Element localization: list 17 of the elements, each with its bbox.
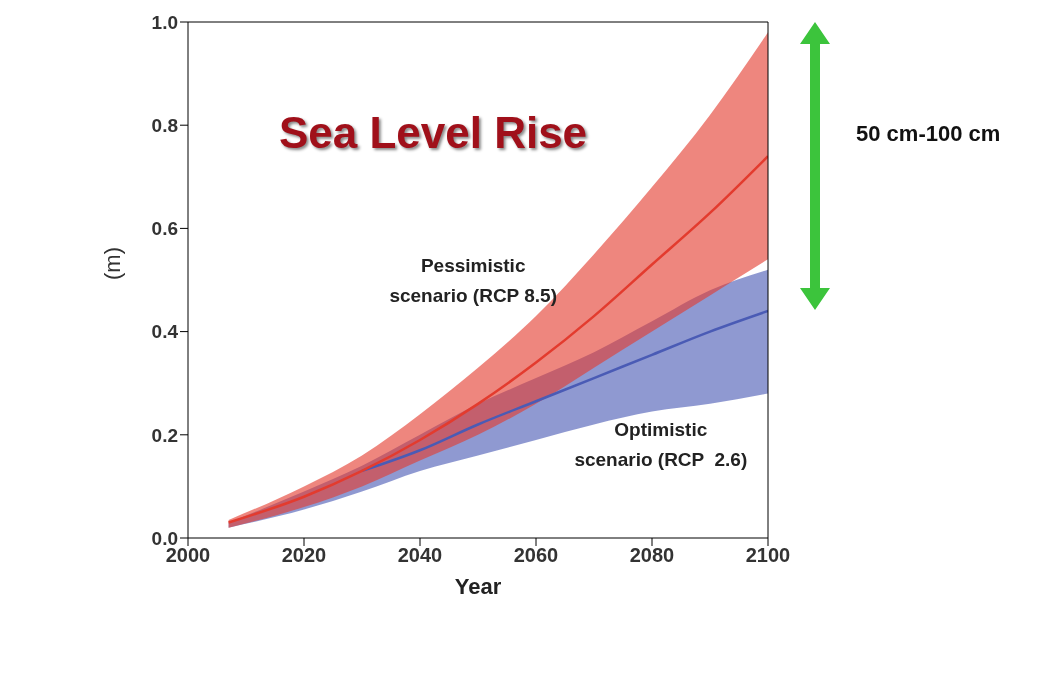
x-axis-title: Year bbox=[454, 574, 502, 599]
x-tick-label: 2040 bbox=[397, 544, 443, 567]
x-tick-label: 2100 bbox=[745, 544, 791, 567]
text: Sea Level Rise bbox=[278, 108, 588, 158]
series-label: Pessimistic scenario (RCP 8.5) bbox=[388, 254, 558, 309]
x-tick-label: 2060 bbox=[513, 544, 559, 567]
x-tick-label: 2020 bbox=[281, 544, 327, 567]
x-tick-label: 2080 bbox=[629, 544, 675, 567]
y-tick-label: 0.2 bbox=[151, 424, 178, 446]
text: 50 cm-100 cm bbox=[856, 121, 1001, 148]
y-tick-label: 1.0 bbox=[151, 11, 178, 33]
line-series bbox=[227, 154, 768, 524]
y-axis-title: (m) bbox=[99, 247, 125, 280]
y-tick-label: 0.6 bbox=[151, 218, 178, 240]
y-tick-label: 0.8 bbox=[151, 114, 178, 136]
series-label: Optimistic scenario (RCP 2.6) bbox=[573, 418, 749, 473]
y-tick-label: 0.4 bbox=[151, 321, 179, 343]
